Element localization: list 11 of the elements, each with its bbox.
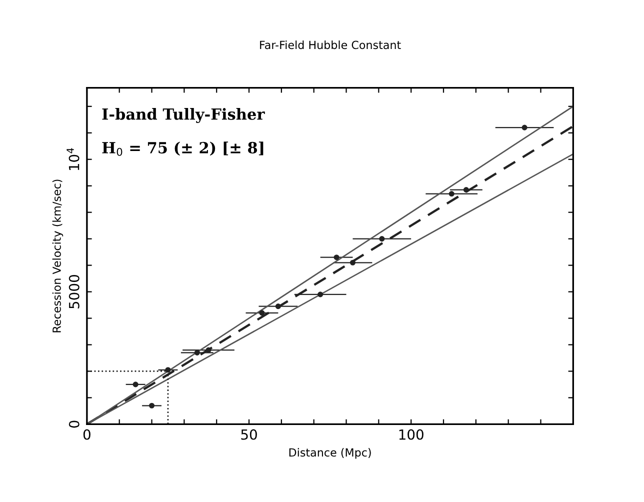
chart-title: Far-Field Hubble Constant	[260, 40, 401, 50]
y-axis-title: Recession Velocity (km/sec)	[52, 180, 64, 332]
x-tick-label: 100	[399, 429, 424, 440]
annotation: H$_{0}$ = 75 (± 2) [± 8]	[102, 142, 264, 156]
x-tick-label: 50	[241, 429, 257, 440]
y-tick-label: 10$^{4}$	[66, 148, 80, 170]
y-tick-label: 0	[68, 420, 80, 428]
y-tick-label: 5000	[68, 275, 80, 308]
x-tick-label: 0	[83, 429, 90, 440]
x-axis-title: Distance (Mpc)	[289, 448, 371, 459]
annotation: I-band Tully-Fisher	[102, 108, 265, 124]
